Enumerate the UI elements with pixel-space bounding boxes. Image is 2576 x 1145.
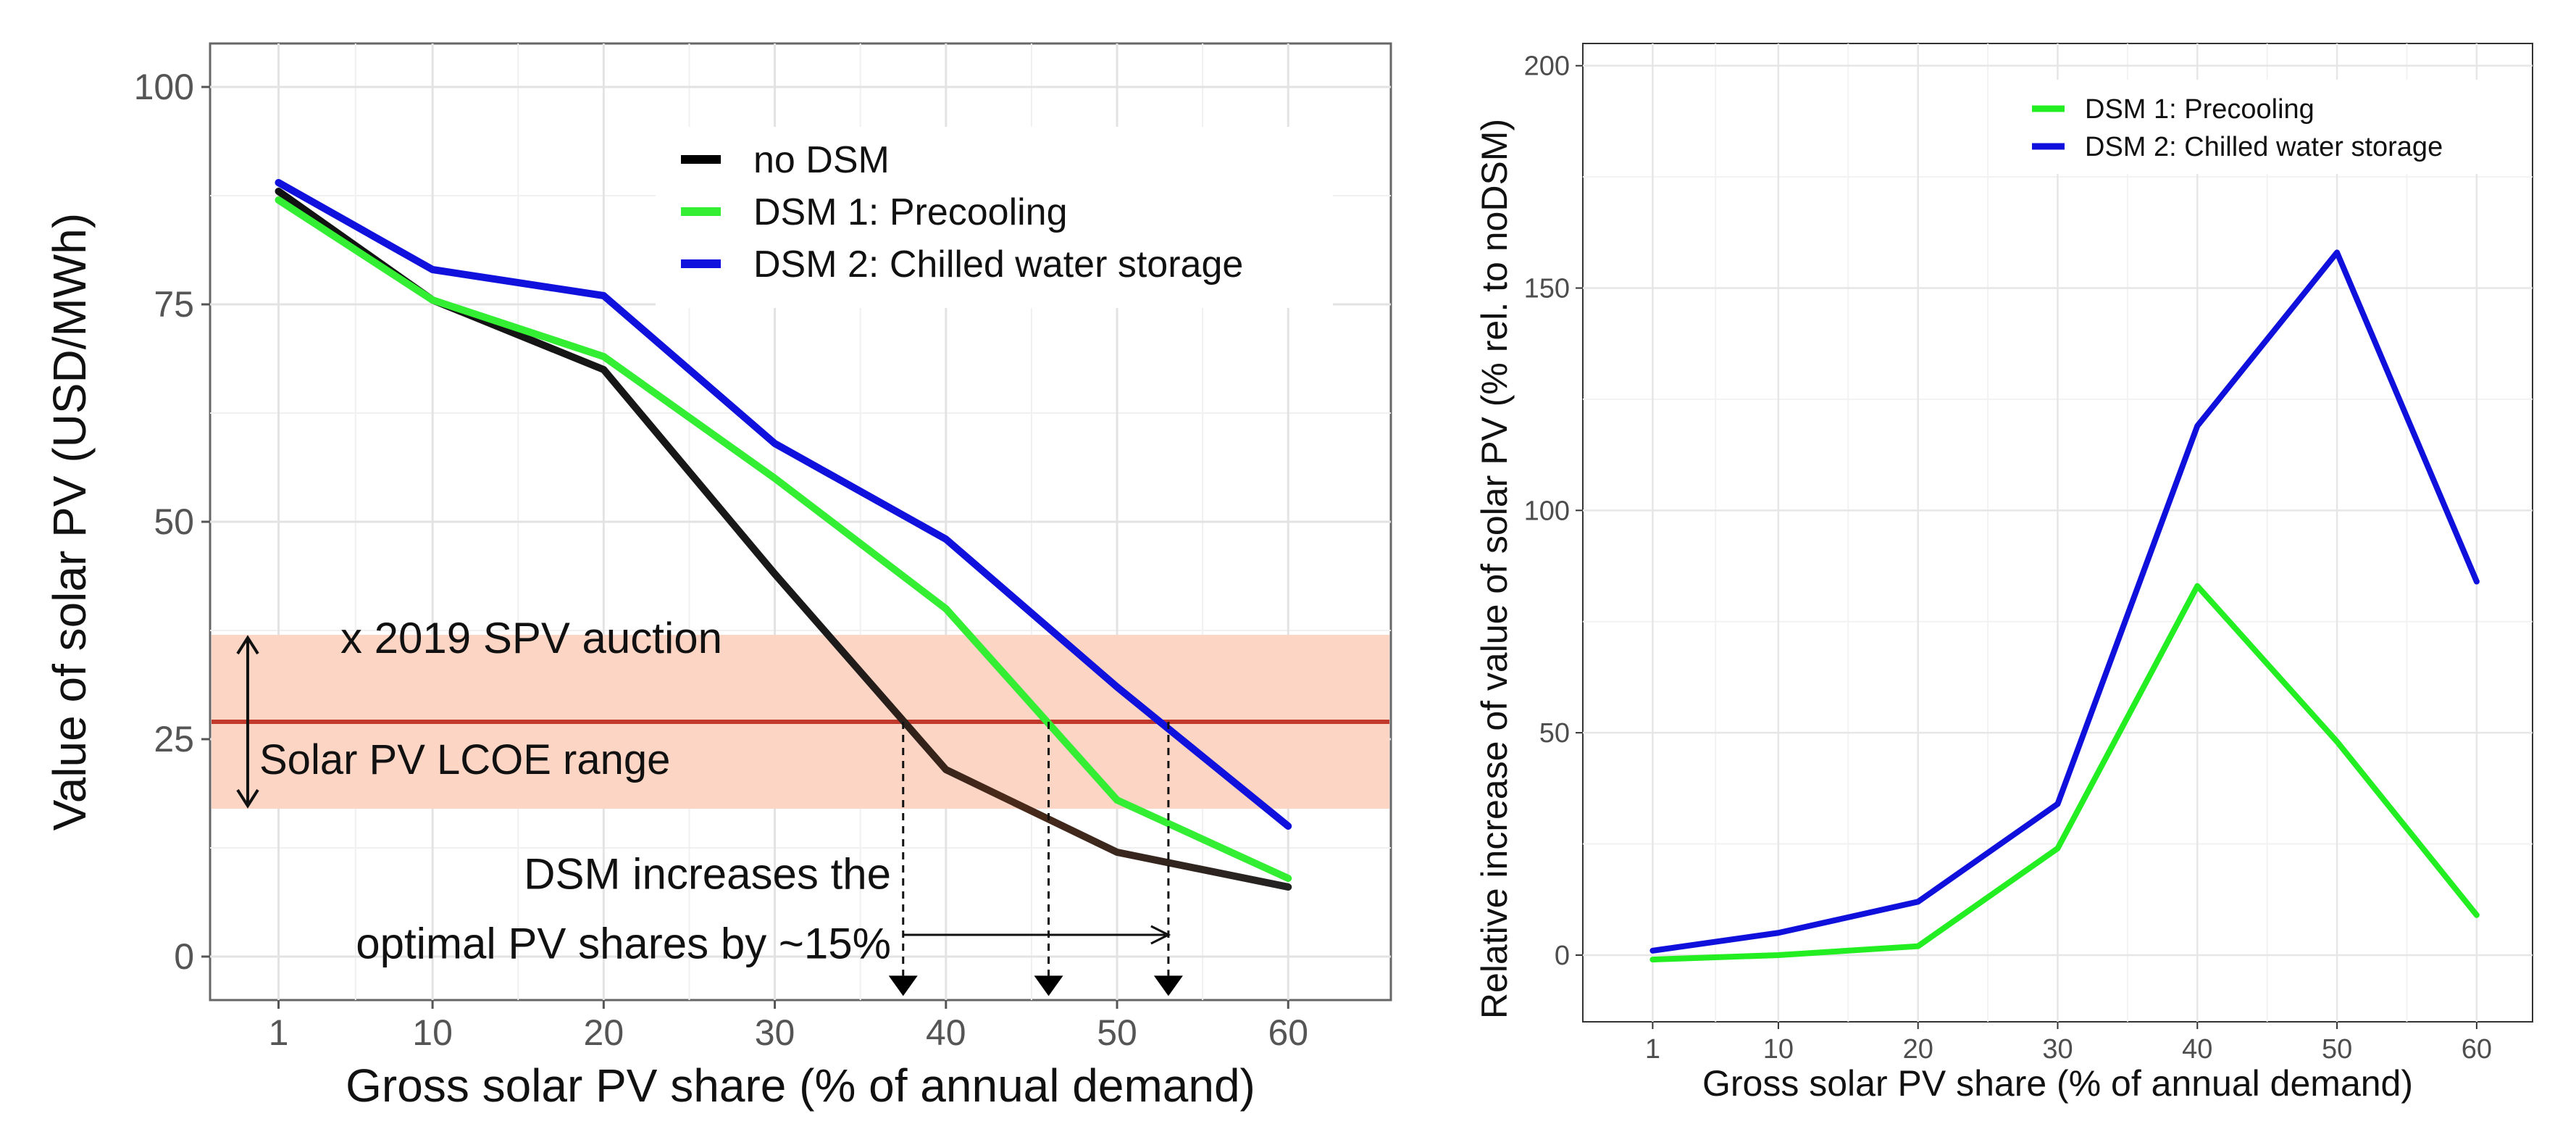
right-x-tick-label: 50 (2322, 1034, 2352, 1065)
right-x-axis-title: Gross solar PV share (% of annual demand… (1702, 1063, 2413, 1104)
left-legend-label-2: DSM 1: Precooling (753, 191, 1068, 233)
left-annotations: x 2019 SPV auction Solar PV LCOE range DSM… (236, 614, 1183, 996)
lcoe-range-arrow-head-bottom (236, 788, 259, 809)
left-chart: x 2019 SPV auction Solar PV LCOE range DSM… (43, 42, 1392, 1112)
right-chart: 1 10 20 30 40 50 60 0 50 100 150 200 DSM 1: Precoo… (1474, 43, 2533, 1104)
right-y-tick-label: 100 (1524, 496, 1570, 526)
left-y-tick-label: 0 (174, 936, 194, 977)
left-x-axis-title: Gross solar PV share (% of annual demand… (346, 1059, 1255, 1112)
right-x-tick-label: 1 (1645, 1034, 1660, 1065)
left-legend-label-1: no DSM (753, 139, 890, 181)
right-legend-label-2: DSM 2: Chilled water storage (2085, 132, 2443, 162)
left-x-tick-label: 1 (269, 1012, 289, 1053)
left-series-lines (275, 179, 1292, 891)
right-x-tick-label: 60 (2462, 1034, 2492, 1065)
left-y-axis-title: Value of solar PV (USD/MWh) (43, 213, 96, 830)
right-series-line-1 (1649, 583, 2480, 963)
left-legend-label-3: DSM 2: Chilled water storage (753, 243, 1243, 286)
left-y-tick-label: 50 (154, 501, 194, 542)
left-x-tick-label: 50 (1097, 1012, 1137, 1053)
right-y-tick-label: 150 (1524, 274, 1570, 304)
left-x-tick-label: 60 (1268, 1012, 1308, 1053)
right-legend-label-1: DSM 1: Precooling (2085, 94, 2314, 125)
dsm-annotation-line2: optimal PV shares by ~15% (356, 919, 891, 967)
left-x-tick-label: 30 (755, 1012, 795, 1053)
left-x-tick-label: 20 (584, 1012, 624, 1053)
right-y-tick-label: 50 (1539, 718, 1570, 749)
right-y-tick-label: 200 (1524, 51, 1570, 82)
lcoe-range-arrow-head-top (236, 635, 259, 655)
right-x-tick-label: 10 (1763, 1034, 1794, 1065)
right-x-tick-label: 40 (2182, 1034, 2212, 1065)
right-legend-box (2014, 80, 2506, 174)
left-x-tick-label: 40 (926, 1012, 966, 1053)
dsm-annotation-line1: DSM increases the (524, 849, 891, 898)
left-y-tick-label: 25 (154, 719, 194, 759)
lcoe-range-label: Solar PV LCOE range (259, 736, 670, 783)
right-y-tick-labels: 0 50 100 150 200 (1524, 51, 1583, 971)
right-series-lines (1649, 249, 2480, 963)
optimal-share-marker (1153, 975, 1183, 996)
auction-label: x 2019 SPV auction (340, 614, 722, 662)
optimal-share-marker (1034, 975, 1063, 996)
left-y-tick-label: 75 (154, 284, 194, 325)
left-x-tick-labels: 1 10 20 30 40 50 60 (269, 1000, 1308, 1053)
optimal-share-marker (888, 975, 918, 996)
right-x-tick-label: 30 (2042, 1034, 2073, 1065)
right-x-tick-labels: 1 10 20 30 40 50 60 (1645, 1022, 2492, 1065)
left-series-line-3 (275, 179, 1292, 830)
left-y-tick-label: 100 (134, 67, 194, 107)
right-gridlines (1583, 43, 2533, 1022)
right-y-tick-label: 0 (1555, 941, 1570, 971)
left-x-tick-label: 10 (412, 1012, 453, 1053)
left-legend: no DSM DSM 1: Precooling DSM 2: Chilled wa… (656, 127, 1333, 308)
right-series-line-2 (1649, 249, 2480, 954)
shift-arrow-head (1150, 925, 1171, 945)
right-legend: DSM 1: Precooling DSM 2: Chilled water st… (2014, 80, 2506, 174)
left-series-line-2 (275, 196, 1292, 882)
right-y-axis-title: Relative increase of value of solar PV (… (1474, 119, 1515, 1019)
right-x-tick-label: 20 (1903, 1034, 1933, 1065)
left-y-tick-labels: 0 25 50 75 100 (134, 67, 210, 977)
left-legend-box (656, 127, 1333, 308)
